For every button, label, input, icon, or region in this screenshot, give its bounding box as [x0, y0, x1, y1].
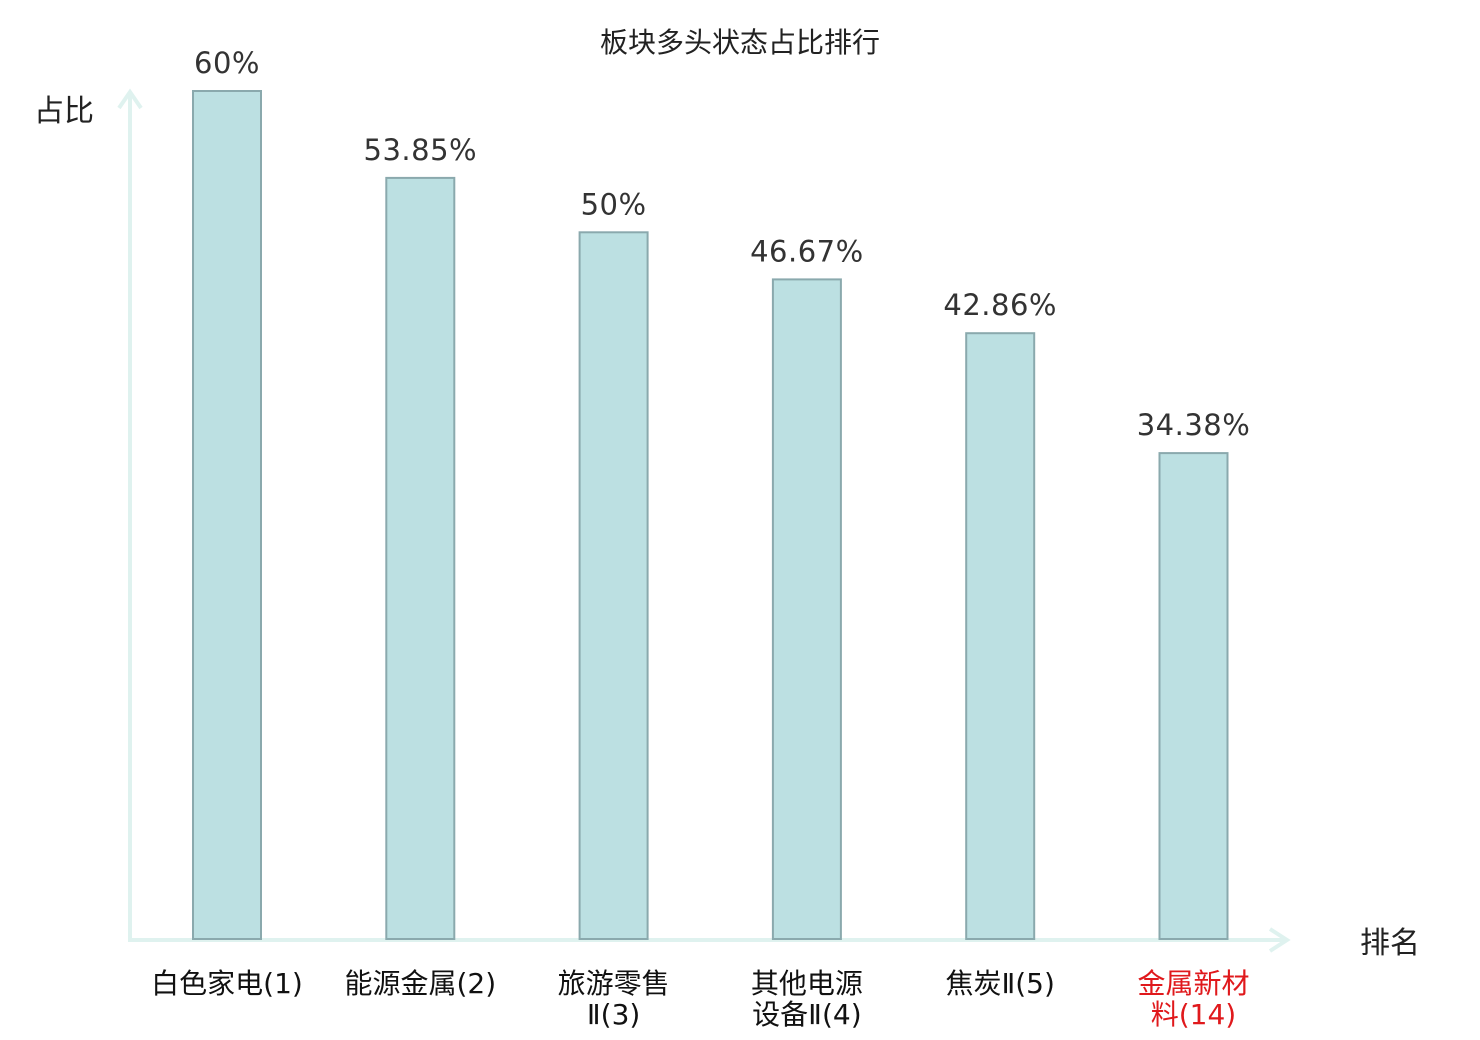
bar-2 [385, 176, 456, 940]
bar-1 [192, 90, 262, 940]
category-label-6-line-1: 金属新材 [1137, 967, 1249, 1000]
value-label-5: 42.86% [943, 288, 1057, 322]
category-label-3-line-2: Ⅱ(3) [587, 998, 640, 1031]
y-axis-arrow [117, 88, 143, 110]
category-label-2: 能源金属(2) [344, 967, 496, 1000]
category-label-5: 焦炭Ⅱ(5) [945, 967, 1054, 1000]
bar-3 [578, 231, 649, 941]
chart-title: 板块多头状态占比排行 [600, 26, 880, 59]
category-label-4-line-2: 设备Ⅱ(4) [752, 998, 861, 1031]
value-label-1: 60% [194, 46, 260, 80]
x-axis-label: 排名 [1360, 926, 1420, 961]
x-axis-arrow [1268, 927, 1291, 953]
category-label-1: 白色家电(1) [151, 967, 303, 1000]
value-label-3: 50% [581, 187, 647, 221]
value-labels-group: 60% 53.85% 50% 46.67% 42.86% 34.38% [194, 46, 1250, 442]
value-label-6: 34.38% [1137, 408, 1251, 442]
bar-4 [771, 278, 842, 940]
value-label-2: 53.85% [364, 133, 478, 167]
bar-5 [965, 332, 1036, 940]
y-axis-label: 占比 [34, 94, 94, 129]
axes [117, 88, 1291, 953]
bars-group [192, 90, 1229, 941]
category-label-4-line-1: 其他电源 [751, 967, 863, 1000]
bar-6 [1158, 452, 1229, 940]
value-label-4: 46.67% [750, 234, 864, 268]
category-label-3-line-1: 旅游零售 [558, 967, 670, 1000]
category-label-6-line-2: 料(14) [1151, 998, 1236, 1031]
